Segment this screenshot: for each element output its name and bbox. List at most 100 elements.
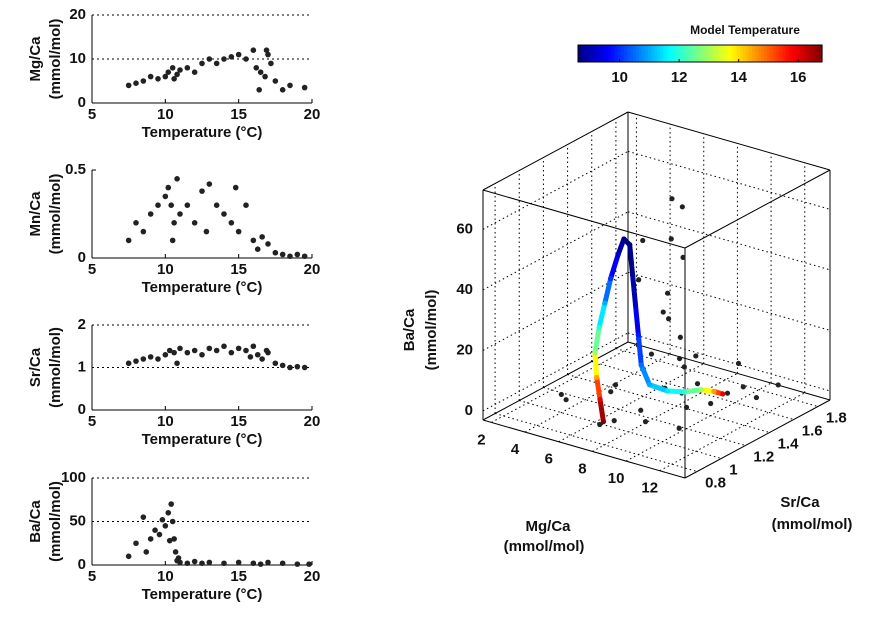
colorbar-step — [687, 45, 692, 62]
data-point — [243, 347, 249, 354]
grid-line — [625, 382, 772, 462]
x-tick-label: 20 — [304, 413, 321, 430]
colorbar-step — [645, 45, 649, 62]
data-point — [676, 425, 682, 431]
x-tick-label: 10 — [608, 470, 625, 487]
data-point — [213, 60, 220, 67]
model-point — [602, 300, 608, 306]
colorbar-step — [797, 45, 802, 62]
colorbar-step — [660, 45, 664, 62]
data-point — [254, 246, 261, 252]
data-point — [250, 560, 257, 567]
data-point — [263, 47, 270, 53]
box-edge — [482, 341, 629, 421]
data-point — [168, 202, 174, 208]
data-point — [708, 400, 714, 407]
data-point — [676, 355, 683, 362]
data-point — [294, 363, 301, 370]
box-edge — [482, 111, 629, 191]
data-point — [256, 87, 263, 93]
data-point — [235, 559, 242, 566]
data-point — [775, 382, 781, 388]
data-point — [287, 82, 293, 89]
data-point — [191, 220, 198, 226]
x-tick-label: 20 — [304, 568, 321, 585]
data-point — [206, 345, 213, 352]
model-curve-segment — [681, 387, 704, 395]
data-point — [262, 73, 268, 80]
data-point — [143, 549, 150, 555]
colorbar-step — [651, 45, 655, 62]
data-point — [171, 349, 177, 356]
grid-line — [659, 392, 805, 472]
colorbar-step — [779, 45, 783, 62]
data-point — [140, 78, 147, 84]
grid-line — [627, 332, 831, 392]
colorbar-step — [800, 45, 805, 62]
colorbar-tick-label: 10 — [611, 69, 628, 86]
x-tick-label: 20 — [304, 261, 321, 278]
data-point — [287, 364, 293, 371]
colorbar-step — [602, 45, 607, 62]
z-tick-label: 60 — [456, 220, 473, 237]
colorbar-step — [785, 45, 790, 62]
colorbar-step — [639, 45, 643, 62]
data-point — [162, 351, 169, 358]
data-point — [638, 407, 644, 413]
colorbar-step — [578, 45, 582, 62]
data-point — [177, 67, 183, 73]
y-axis-label: (mmol/mol) — [772, 516, 853, 533]
colorbar-step — [666, 45, 671, 62]
data-point — [259, 356, 265, 362]
colorbar-tick-label: 14 — [730, 69, 747, 86]
model-point — [629, 272, 636, 278]
data-point — [250, 47, 257, 53]
colorbar-step — [748, 45, 753, 62]
data-point — [169, 65, 176, 71]
data-point — [166, 537, 173, 544]
data-point — [753, 394, 760, 401]
y-axis-label: Mg/Ca — [27, 36, 44, 82]
y-tick-label: 1.4 — [778, 435, 800, 452]
colorbar-step — [672, 45, 677, 62]
data-point — [259, 234, 265, 240]
x-tick-label: 5 — [88, 261, 96, 278]
data-point — [133, 220, 139, 226]
colorbar-step — [733, 45, 738, 62]
data-point — [133, 80, 139, 86]
y-tick-label: 0 — [78, 249, 86, 266]
data-point — [735, 360, 742, 367]
colorbar-step — [739, 45, 744, 62]
data-point — [125, 82, 132, 89]
model-curve-segment — [597, 396, 606, 425]
data-point — [563, 397, 569, 403]
data-point — [171, 536, 177, 542]
data-point — [175, 555, 182, 561]
data-point — [640, 237, 646, 244]
colorbar-step — [657, 45, 661, 62]
colorbar-step — [620, 45, 625, 62]
data-point — [140, 356, 147, 362]
data-point — [597, 421, 603, 428]
data-point — [156, 531, 163, 538]
colorbar-step — [599, 45, 603, 62]
data-point — [265, 51, 271, 58]
y-tick-label: 10 — [69, 50, 86, 67]
data-point — [162, 73, 169, 80]
x-axis-label: (mmol/mol) — [504, 538, 585, 555]
data-point — [165, 184, 172, 191]
y-tick-label: 1.8 — [826, 409, 847, 426]
x-tick-label: 5 — [88, 413, 96, 430]
colorbar-step — [706, 45, 710, 62]
x-tick-label: 10 — [157, 413, 174, 430]
data-point — [199, 560, 205, 567]
model-point — [596, 325, 602, 331]
data-point — [272, 249, 279, 256]
data-point — [169, 237, 176, 244]
model-curve-segment — [608, 251, 621, 282]
colorbar-step — [605, 45, 610, 62]
y-tick-label: 1 — [78, 358, 86, 375]
data-point — [155, 356, 161, 362]
model-point — [597, 396, 603, 403]
grid-line — [482, 211, 629, 291]
